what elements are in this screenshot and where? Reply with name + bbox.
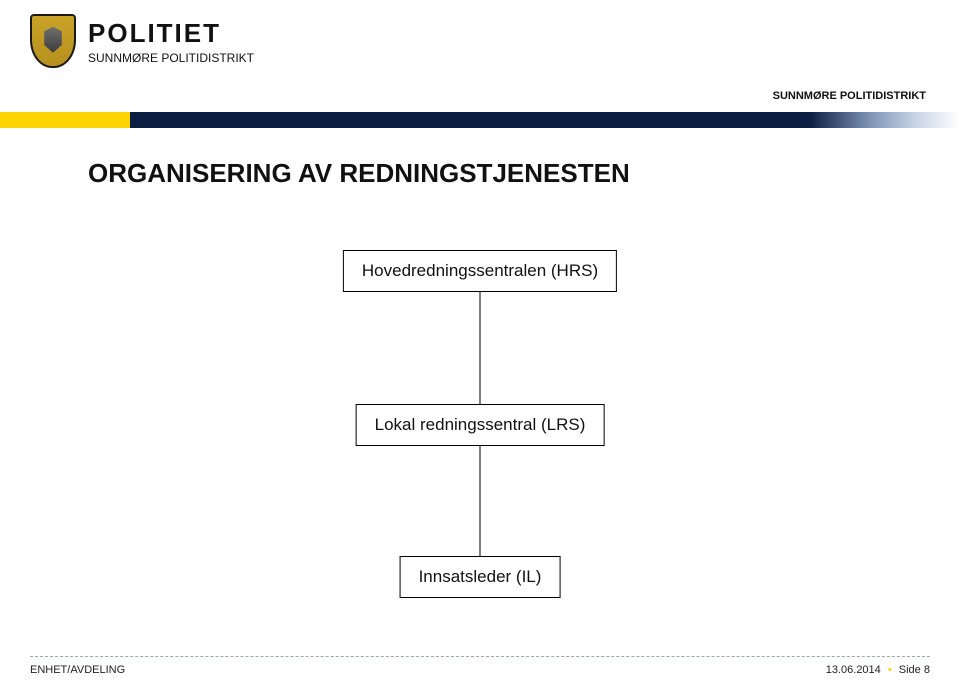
bullet-icon: •	[888, 664, 892, 676]
top-right-district: SUNNMØRE POLITIDISTRIKT	[773, 90, 926, 102]
band-fade	[810, 112, 960, 128]
footer-date: 13.06.2014	[826, 664, 881, 676]
slide: { "header": { "brand": "POLITIET", "bran…	[0, 0, 960, 692]
org-node-lrs: Lokal redningssentral (LRS)	[356, 404, 605, 446]
brand-district: SUNNMØRE POLITIDISTRIKT	[88, 51, 254, 65]
footer-page-label: Side	[899, 664, 921, 676]
color-band	[0, 112, 960, 128]
footer-rule	[30, 656, 930, 657]
footer-left: ENHET/AVDELING	[30, 664, 125, 676]
org-connector-1	[480, 446, 481, 556]
logo-text: POLITIET SUNNMØRE POLITIDISTRIKT	[88, 18, 254, 65]
footer: ENHET/AVDELING 13.06.2014 • Side 8	[30, 664, 930, 676]
band-navy	[130, 112, 810, 128]
org-node-hrs: Hovedredningssentralen (HRS)	[343, 250, 617, 292]
footer-right: 13.06.2014 • Side 8	[826, 664, 930, 676]
band-yellow	[0, 112, 130, 128]
logo-block: POLITIET SUNNMØRE POLITIDISTRIKT	[30, 14, 254, 68]
footer-page-number: 8	[924, 664, 930, 676]
brand-name: POLITIET	[88, 18, 254, 49]
org-connector-0	[480, 292, 481, 404]
slide-title: ORGANISERING AV REDNINGSTJENESTEN	[88, 158, 630, 189]
org-node-il: Innsatsleder (IL)	[400, 556, 561, 598]
crest-icon	[30, 14, 76, 68]
org-chart: Hovedredningssentralen (HRS) Lokal redni…	[270, 250, 690, 610]
